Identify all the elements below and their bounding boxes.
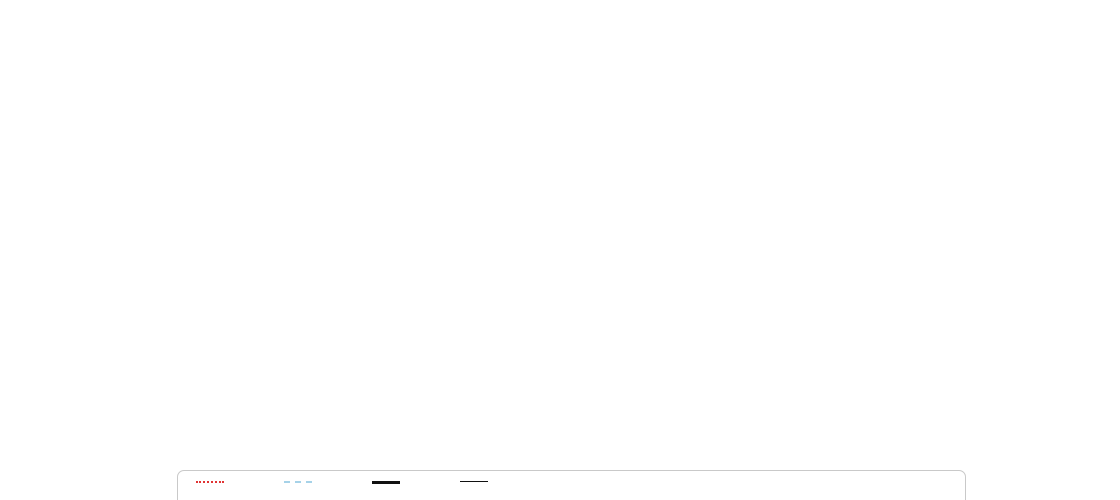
tmedia2026-line-sample <box>460 481 488 482</box>
legend-item-percentil95 <box>196 481 234 483</box>
legend-item-mediana <box>372 481 410 484</box>
mediana-line-sample <box>372 481 400 484</box>
percentil5-line-sample <box>284 481 312 483</box>
legend-item-percentil5 <box>284 481 322 483</box>
legend <box>177 470 966 500</box>
legend-item-tmedia2026 <box>460 481 498 482</box>
percentil95-line-sample <box>196 481 224 483</box>
